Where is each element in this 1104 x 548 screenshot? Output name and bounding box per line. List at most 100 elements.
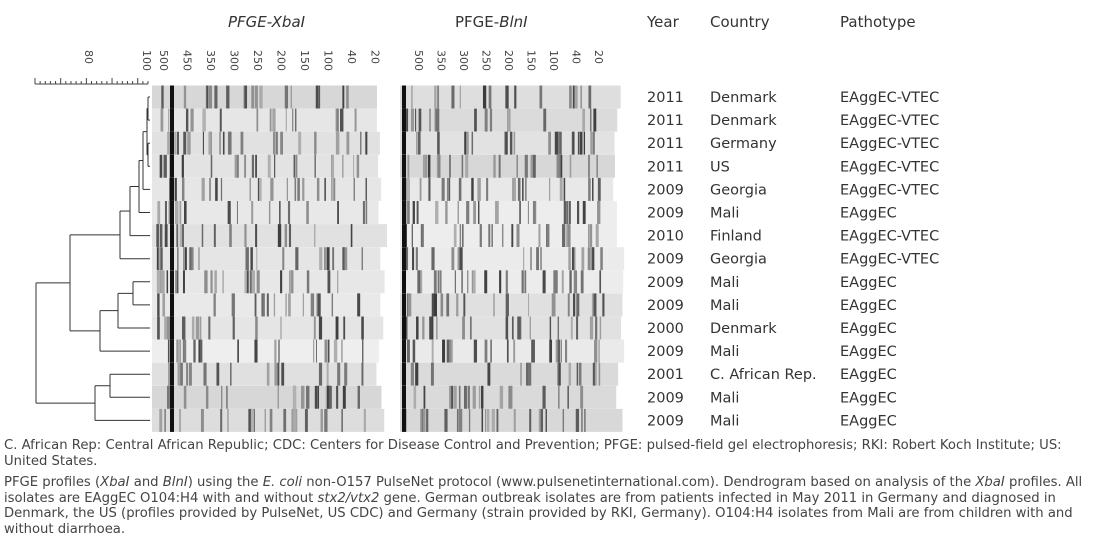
size-label: 250 <box>480 50 493 71</box>
gel-band <box>257 270 260 293</box>
gel-band <box>429 317 432 340</box>
gel-band <box>466 201 469 224</box>
gel-band <box>546 224 549 247</box>
gel-band <box>457 409 459 432</box>
gel-band <box>274 293 275 316</box>
year: 2009 <box>647 344 684 360</box>
gel-band <box>314 132 316 155</box>
gel-band <box>500 386 503 409</box>
figure: PFGE-XbaIPFGE-BlnIYearCountryPathotype50… <box>0 0 1104 548</box>
gel-band <box>259 86 262 109</box>
pathotype: EAggEC <box>840 413 897 429</box>
gel-band <box>204 270 207 293</box>
gel-band <box>365 132 367 155</box>
gel-band <box>237 340 239 363</box>
gel-well <box>402 409 406 432</box>
gel-band <box>344 363 347 386</box>
gel-band <box>550 317 551 340</box>
gel-lane <box>152 386 381 409</box>
gel-band <box>564 201 567 224</box>
gel-band <box>288 201 290 224</box>
gel-band <box>328 340 330 363</box>
gel-band <box>559 363 561 386</box>
gel-band <box>297 178 300 201</box>
year: 2011 <box>647 159 684 175</box>
year: 2011 <box>647 136 684 152</box>
gel-band <box>164 155 167 178</box>
gel-band <box>233 317 235 340</box>
gel-band <box>593 247 595 270</box>
gel-band <box>445 201 447 224</box>
scale-label: 80 <box>82 50 95 64</box>
gel-band <box>540 247 542 270</box>
gel-band <box>577 201 579 224</box>
gel-band <box>472 132 473 155</box>
gel-well <box>402 201 406 224</box>
gel-band <box>469 409 470 432</box>
gel-band <box>245 247 248 270</box>
gel-band <box>260 178 262 201</box>
gel-band <box>165 224 168 247</box>
gel-band <box>514 132 516 155</box>
gel-band <box>525 155 528 178</box>
gel-band <box>255 86 258 109</box>
gel-band <box>435 201 438 224</box>
gel-band <box>182 155 184 178</box>
gel-band <box>292 109 293 132</box>
gel-band <box>203 363 206 386</box>
gel-well <box>170 247 174 270</box>
gel-band <box>244 86 245 109</box>
gel-band <box>543 386 546 409</box>
gel-band <box>288 293 291 316</box>
gel-band <box>286 109 287 132</box>
gel-band <box>357 155 360 178</box>
gel-band <box>492 224 493 247</box>
gel-band <box>581 247 584 270</box>
gel-band <box>600 317 601 340</box>
gel-well <box>170 363 174 386</box>
gel-band <box>179 201 181 224</box>
gel-band <box>278 340 280 363</box>
gel-band <box>506 270 508 293</box>
gel-band <box>324 409 327 432</box>
gel-band <box>422 224 423 247</box>
gel-band <box>592 178 593 201</box>
gel-band <box>597 201 600 224</box>
header: PFGE-BlnI <box>455 13 528 31</box>
gel-band <box>531 155 533 178</box>
gel-band <box>506 293 509 316</box>
gel-band <box>167 132 170 155</box>
gel-band <box>282 247 284 270</box>
gel-band <box>177 132 179 155</box>
gel-well <box>170 386 174 409</box>
gel-band <box>222 270 224 293</box>
gel-band <box>327 363 329 386</box>
gel-band <box>490 340 492 363</box>
gel-band <box>337 363 340 386</box>
gel-band <box>249 178 250 201</box>
gel-band <box>182 224 183 247</box>
gel-band <box>447 178 449 201</box>
gel-band <box>274 155 275 178</box>
gel-well <box>170 270 174 293</box>
gel-band <box>549 340 552 363</box>
gel-band <box>562 270 564 293</box>
gel-band <box>272 109 275 132</box>
gel-band <box>294 155 295 178</box>
country: Mali <box>710 298 739 314</box>
gel-band <box>556 340 558 363</box>
gel-band <box>285 293 287 316</box>
gel-band <box>358 386 360 409</box>
gel-band <box>208 132 211 155</box>
gel-band <box>167 386 170 409</box>
gel-lane <box>400 155 615 178</box>
gel-band <box>563 409 564 432</box>
gel-band <box>528 201 529 224</box>
gel-band <box>416 132 417 155</box>
country: Mali <box>710 344 739 360</box>
gel-band <box>499 270 501 293</box>
gel-band <box>530 317 531 340</box>
size-label: 200 <box>502 50 515 71</box>
gel-band <box>291 409 293 432</box>
gel-band <box>319 317 322 340</box>
